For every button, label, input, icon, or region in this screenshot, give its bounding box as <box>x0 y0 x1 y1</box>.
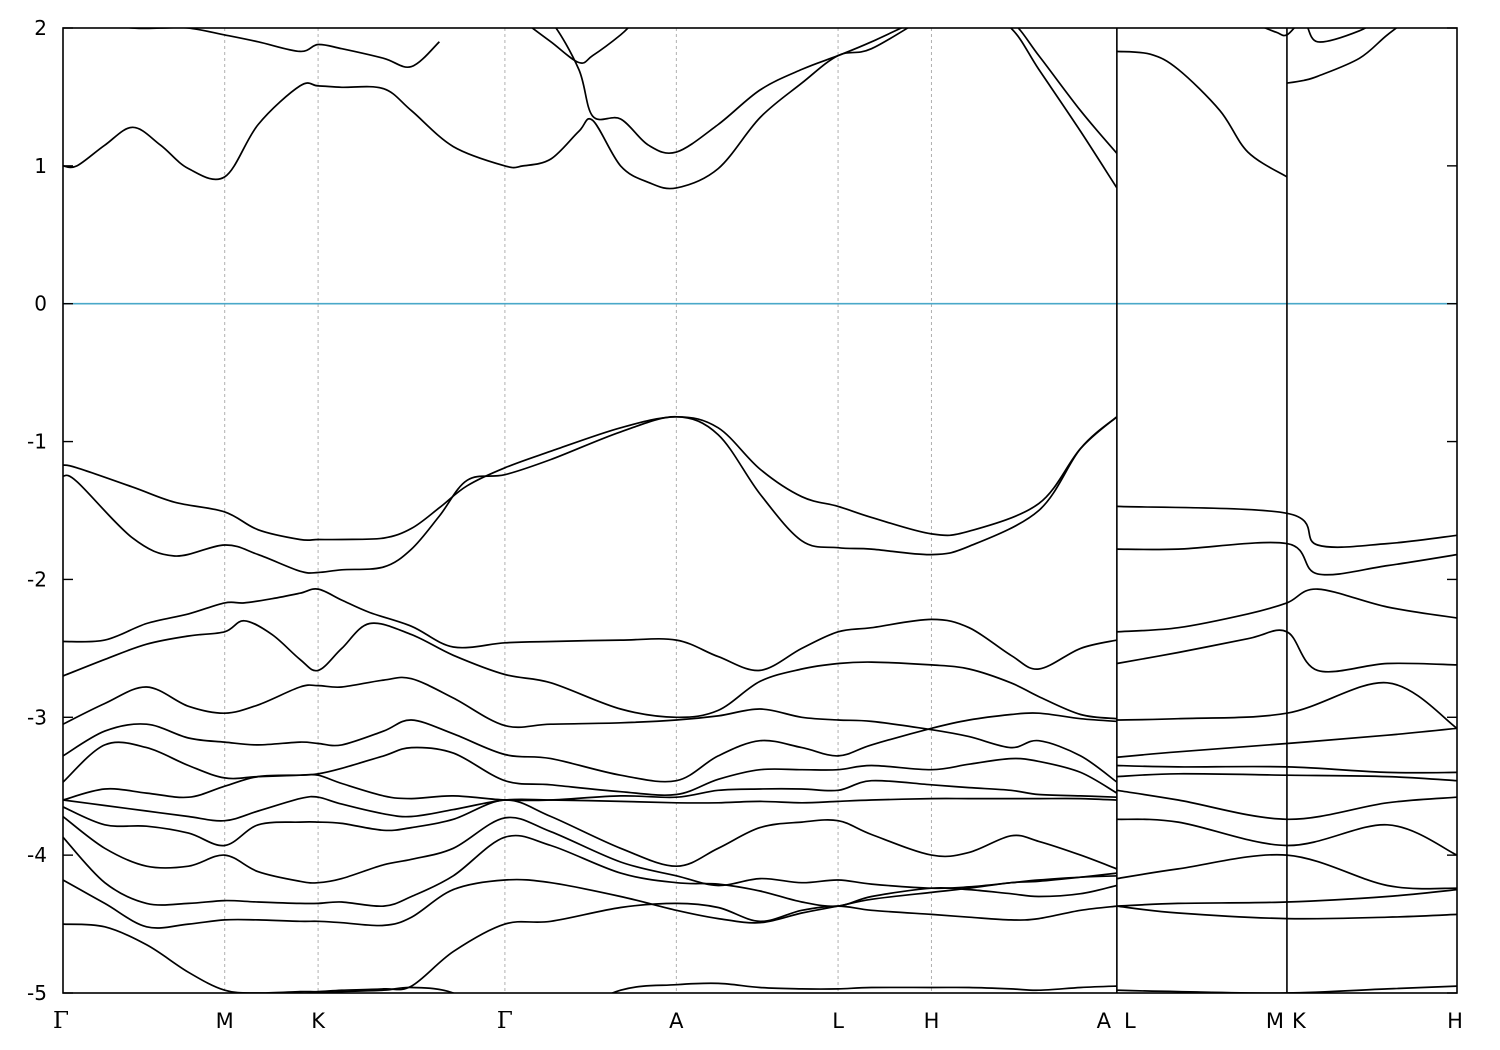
y-tick-label: -3 <box>27 705 47 729</box>
band-line <box>63 415 1118 574</box>
band-line <box>63 872 1117 929</box>
band-line <box>63 795 1117 822</box>
x-tick-label: L <box>1124 1009 1136 1033</box>
band-line <box>63 28 1118 190</box>
band-line <box>63 676 1118 783</box>
band-line <box>1116 50 1288 178</box>
band-line <box>1116 541 1457 576</box>
y-tick-label: 0 <box>34 292 47 316</box>
band-line <box>1262 28 1368 43</box>
segment-breaks <box>1116 28 1288 993</box>
x-tick-label: K <box>311 1009 326 1033</box>
band-line <box>63 619 1117 720</box>
x-tick-label: M <box>1266 1009 1284 1033</box>
band-line <box>63 415 1118 542</box>
band-line <box>63 588 1118 672</box>
band-line <box>554 28 1118 155</box>
band-line <box>63 902 1117 993</box>
band-line <box>63 834 1118 908</box>
x-tick-label: Γ <box>497 1008 513 1034</box>
band-line <box>1286 28 1398 84</box>
band-lines <box>63 28 1457 993</box>
y-tick-label: -1 <box>27 430 47 454</box>
band-line <box>63 712 1117 783</box>
plot-frame <box>62 27 1458 994</box>
y-tick-label: -4 <box>27 843 47 867</box>
y-axis: 2 1 0 -1 -2 -3 -4 -5 <box>27 16 1457 1005</box>
band-line <box>63 799 1118 870</box>
x-tick-label: H <box>1447 1009 1463 1033</box>
band-line <box>1116 505 1457 549</box>
grid-lines <box>224 28 932 993</box>
x-tick-label: L <box>832 1009 844 1033</box>
x-tick-label: A <box>669 1009 684 1033</box>
y-tick-label: -2 <box>27 567 47 591</box>
x-tick-label: K <box>1292 1009 1307 1033</box>
x-tick-label: H <box>924 1009 940 1033</box>
x-tick-label: A <box>1097 1009 1112 1033</box>
band-line <box>308 982 1117 993</box>
y-tick-label: 1 <box>34 154 47 178</box>
x-tick-label: Γ <box>53 1008 69 1034</box>
y-tick-label: -5 <box>27 981 47 1005</box>
band-line <box>63 741 1118 797</box>
band-line <box>63 815 1117 890</box>
band-line <box>63 773 1117 802</box>
x-tick-label: M <box>216 1009 234 1033</box>
band-line <box>530 28 630 64</box>
y-tick-label: 2 <box>34 16 47 40</box>
